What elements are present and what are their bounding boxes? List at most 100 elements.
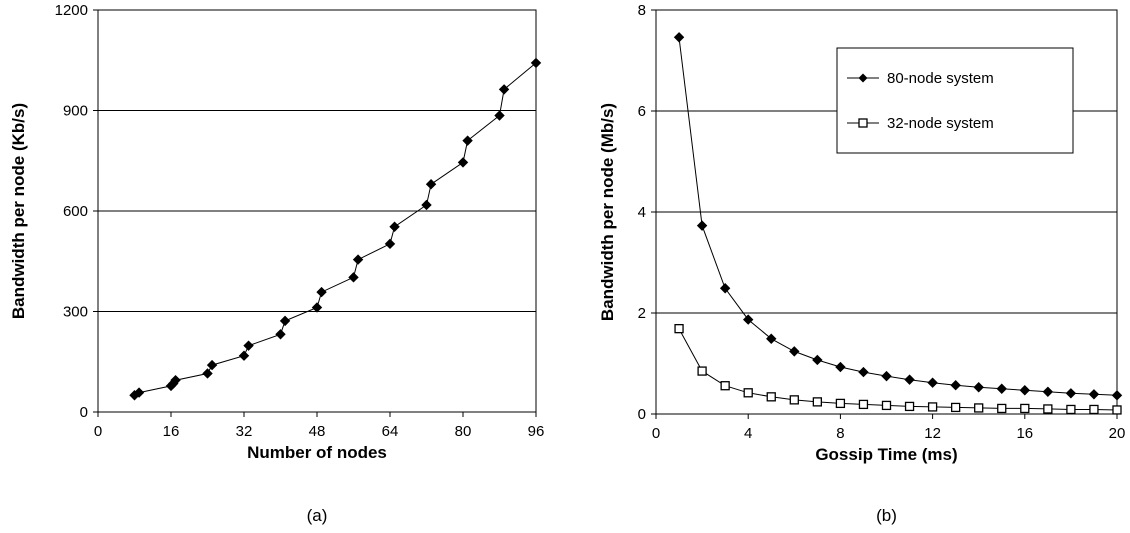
data-point xyxy=(279,315,291,327)
y-tick-label: 900 xyxy=(63,103,88,120)
data-point xyxy=(766,392,776,402)
data-point xyxy=(1112,405,1122,415)
data-point xyxy=(275,329,286,340)
y-tick-label: 8 xyxy=(638,2,646,19)
legend-box xyxy=(836,47,1074,154)
x-tick-label: 32 xyxy=(236,423,253,440)
data-point xyxy=(1088,389,1100,400)
data-point xyxy=(1111,390,1123,401)
data-point xyxy=(927,377,938,388)
data-point xyxy=(674,324,684,334)
y-tick-label: 4 xyxy=(638,204,646,221)
data-point xyxy=(133,387,145,398)
x-tick-label: 16 xyxy=(1016,425,1033,442)
x-axis-label: Gossip Time (ms) xyxy=(815,445,957,464)
data-point xyxy=(720,381,730,391)
data-point xyxy=(881,370,892,382)
data-point xyxy=(743,388,753,398)
data-point xyxy=(719,283,731,294)
y-tick-label: 1200 xyxy=(55,2,88,19)
data-point xyxy=(881,400,892,411)
data-point xyxy=(462,135,473,146)
legend-label: 32-node system xyxy=(887,115,994,132)
data-point xyxy=(904,401,915,412)
data-point xyxy=(311,302,323,313)
data-point xyxy=(1066,404,1076,415)
x-tick-label: 64 xyxy=(382,423,399,440)
y-tick-label: 600 xyxy=(63,203,88,220)
x-tick-label: 96 xyxy=(528,423,545,440)
data-point xyxy=(742,314,754,325)
data-point xyxy=(316,286,327,298)
data-point xyxy=(348,272,359,283)
x-tick-label: 0 xyxy=(652,425,660,442)
data-point xyxy=(206,359,218,371)
data-point xyxy=(170,374,181,386)
legend-marker xyxy=(858,118,868,128)
data-point xyxy=(696,220,708,231)
chart-a: 0 300 600 900 1200 0 16 32 48 64 80 96 Number of nod… xyxy=(9,2,544,525)
data-point xyxy=(835,361,846,373)
x-tick-label: 0 xyxy=(94,423,102,440)
y-tick-label: 6 xyxy=(638,103,646,120)
data-point xyxy=(1043,404,1053,414)
legend-label: 80-node system xyxy=(887,70,994,87)
data-point xyxy=(384,238,396,250)
series-line xyxy=(134,62,537,396)
data-point xyxy=(243,340,254,351)
data-point xyxy=(858,366,869,378)
x-tick-label: 16 xyxy=(163,423,180,440)
y-tick-label: 0 xyxy=(80,404,88,421)
chart-caption: (a) xyxy=(307,506,328,525)
x-tick-label: 12 xyxy=(924,425,941,442)
x-tick-label: 8 xyxy=(836,425,844,442)
legend-marker xyxy=(858,73,868,83)
y-tick-label: 2 xyxy=(638,305,646,322)
data-point xyxy=(766,333,777,344)
data-point xyxy=(494,110,505,121)
data-point xyxy=(973,382,984,393)
data-point xyxy=(457,157,469,168)
data-point xyxy=(812,397,822,407)
y-tick-label: 0 xyxy=(638,406,646,423)
data-point xyxy=(425,178,437,190)
data-point xyxy=(858,399,869,410)
chart-caption: (b) xyxy=(876,506,897,525)
data-point xyxy=(1019,385,1031,396)
data-point xyxy=(1089,404,1099,415)
data-point xyxy=(352,254,364,265)
data-point xyxy=(789,395,799,405)
data-point xyxy=(835,398,846,409)
data-point xyxy=(904,374,915,385)
data-point xyxy=(927,402,938,412)
data-point xyxy=(997,403,1007,414)
data-point xyxy=(421,199,432,211)
data-point xyxy=(974,403,984,413)
data-point xyxy=(389,221,400,232)
data-point xyxy=(530,57,542,69)
x-tick-label: 20 xyxy=(1109,425,1126,442)
x-axis-label: Number of nodes xyxy=(247,443,387,462)
data-point xyxy=(697,366,707,376)
x-tick-label: 80 xyxy=(455,423,472,440)
data-point xyxy=(812,354,823,366)
data-point xyxy=(1042,386,1054,397)
x-tick-label: 48 xyxy=(309,423,326,440)
data-point xyxy=(951,402,961,413)
y-axis-label: Bandwidth per node (Mb/s) xyxy=(598,103,617,321)
data-point xyxy=(498,84,510,95)
data-point xyxy=(673,32,685,43)
data-point xyxy=(950,380,961,391)
series-line xyxy=(678,328,1118,411)
data-point xyxy=(996,383,1007,394)
x-tick-label: 4 xyxy=(744,425,752,442)
data-point xyxy=(202,368,213,379)
data-point xyxy=(789,346,800,357)
data-point xyxy=(1065,388,1077,399)
y-tick-label: 300 xyxy=(63,304,88,321)
chart-b: 0 2 4 6 8 0 4 8 12 16 20 Gossip Time (ms) Bandwidth … xyxy=(598,2,1125,525)
data-point xyxy=(238,350,250,361)
y-axis-label: Bandwidth per node (Kb/s) xyxy=(9,103,28,319)
data-point xyxy=(1020,403,1030,414)
